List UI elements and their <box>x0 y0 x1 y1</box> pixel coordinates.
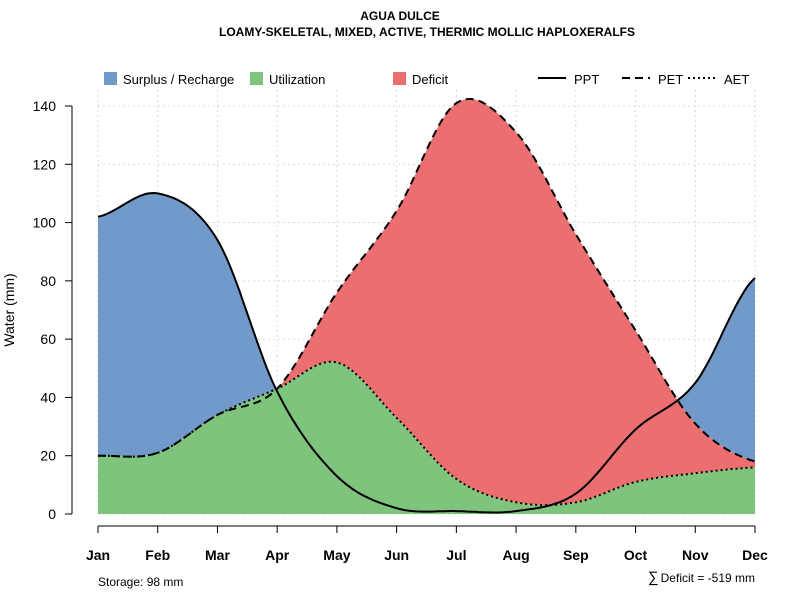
y-axis-label: Water (mm) <box>1 273 17 346</box>
legend-label-pet: PET <box>658 72 683 87</box>
x-tick-label: Mar <box>205 547 230 563</box>
deficit-annotation: ∑ Deficit = -519 mm <box>648 569 755 586</box>
x-tick-label: Apr <box>265 547 290 563</box>
y-tick-label: 0 <box>48 506 56 522</box>
legend-label-1: Utilization <box>269 72 325 87</box>
axes: 0 20 40 60 80 100 120 140 Jan Feb Mar Apr May Jun Jul A… <box>33 98 768 563</box>
legend-label-ppt: PPT <box>574 72 599 87</box>
deficit-area <box>98 99 755 506</box>
x-tick-label: Jul <box>446 547 466 563</box>
y-tick-label: 20 <box>40 448 56 464</box>
surplus-area <box>98 99 755 462</box>
x-tick-label: Jan <box>86 547 110 563</box>
legend-swatch-1 <box>250 72 263 85</box>
legend: Surplus / Recharge Utilization Deficit PPT P… <box>104 72 749 87</box>
x-tick-label: Aug <box>502 547 529 563</box>
y-tick-label: 100 <box>33 215 57 231</box>
y-tick-label: 40 <box>40 389 56 405</box>
storage-annotation: Storage: 98 mm <box>98 575 183 589</box>
x-tick-label: Sep <box>563 547 589 563</box>
y-tick-label: 140 <box>33 98 57 114</box>
area-fills <box>98 99 755 514</box>
legend-label-2: Deficit <box>412 72 449 87</box>
series-line-ppt <box>97 191 756 514</box>
chart-subtitle: LOAMY-SKELETAL, MIXED, ACTIVE, THERMIC M… <box>219 25 635 39</box>
y-tick-label: 60 <box>40 331 56 347</box>
x-tick-label: May <box>323 547 350 563</box>
legend-label-0: Surplus / Recharge <box>123 72 234 87</box>
x-tick-label: Dec <box>742 547 768 563</box>
x-tick-label: Feb <box>145 547 170 563</box>
x-tick-label: Oct <box>624 547 648 563</box>
legend-label-aet: AET <box>724 72 749 87</box>
legend-swatch-2 <box>393 72 406 85</box>
sum-symbol: ∑ <box>648 569 659 586</box>
chart-title: AGUA DULCE <box>360 9 440 23</box>
x-tick-label: Jun <box>384 547 409 563</box>
legend-swatch-0 <box>104 72 117 85</box>
x-tick-label: Nov <box>682 547 709 563</box>
utilization-area <box>98 361 755 514</box>
y-tick-label: 80 <box>40 273 56 289</box>
series-line-pet <box>98 98 756 463</box>
y-tick-label: 120 <box>33 156 57 172</box>
series-lines <box>97 98 756 514</box>
